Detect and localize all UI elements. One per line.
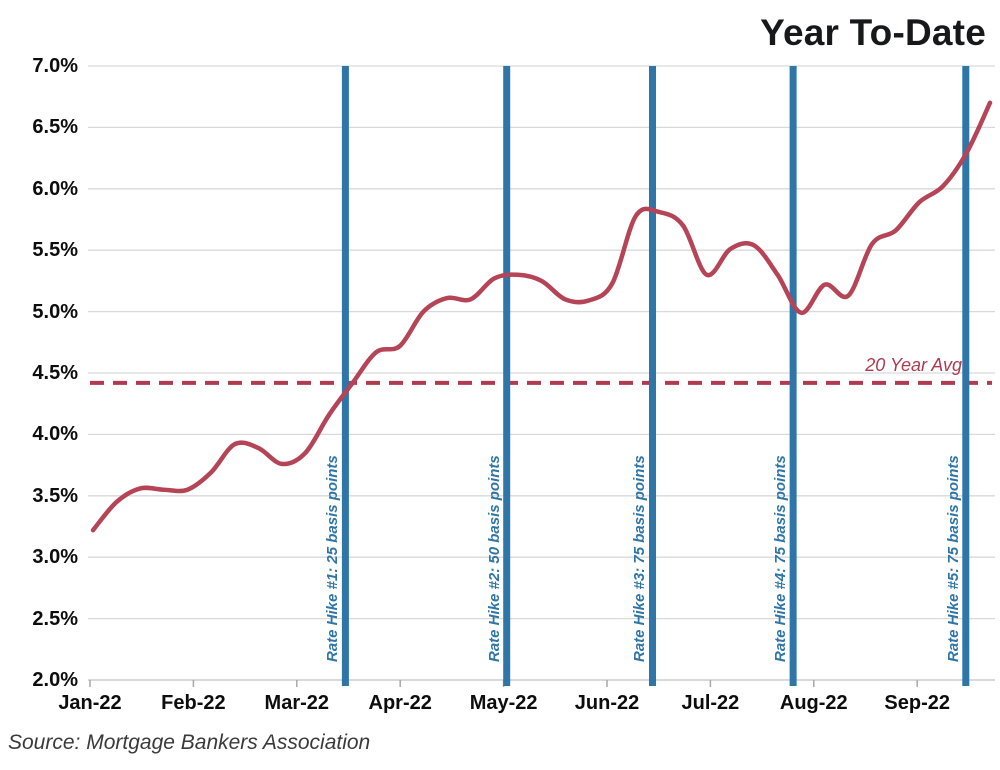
rate-hike-label: Rate Hike #1: 25 basis points [324, 455, 342, 662]
x-tick-label: Apr-22 [368, 692, 432, 714]
rate-hike-label: Rate Hike #4: 75 basis points [772, 455, 790, 662]
y-tick-label: 2.5% [32, 607, 78, 630]
y-tick-label: 3.0% [32, 546, 78, 569]
y-tick-label: 7.0% [32, 55, 78, 77]
source-note: Source: Mortgage Bankers Association [8, 731, 371, 754]
y-tick-label: 6.0% [32, 177, 78, 200]
x-tick-label: Jul-22 [681, 692, 740, 714]
y-tick-label: 4.0% [32, 423, 78, 446]
x-tick-label: Sep-22 [884, 692, 950, 714]
x-tick-label: May-22 [469, 692, 538, 714]
rate-hike-label: Rate Hike #5: 75 basis points [944, 455, 962, 662]
y-tick-label: 6.5% [32, 116, 78, 139]
y-tick-label: 5.5% [32, 239, 78, 262]
x-tick-label: Jan-22 [58, 692, 122, 714]
mortgage-rate-line [90, 100, 993, 533]
x-tick-label: Aug-22 [779, 692, 848, 714]
avg-line-label: 20 Year Avg [865, 354, 962, 375]
y-tick-label: 3.5% [32, 484, 78, 507]
rate-hike-label: Rate Hike #2: 50 basis points [485, 455, 503, 662]
x-tick-label: Feb-22 [161, 692, 226, 714]
page-title: Year To-Date [760, 12, 986, 53]
y-tick-label: 5.0% [32, 300, 78, 323]
rate-hike-label: Rate Hike #3: 75 basis points [631, 455, 649, 662]
y-tick-label: 2.0% [32, 669, 78, 691]
y-tick-label: 4.5% [32, 362, 78, 384]
x-tick-label: Mar-22 [264, 692, 330, 714]
x-tick-label: Jun-22 [574, 692, 640, 714]
